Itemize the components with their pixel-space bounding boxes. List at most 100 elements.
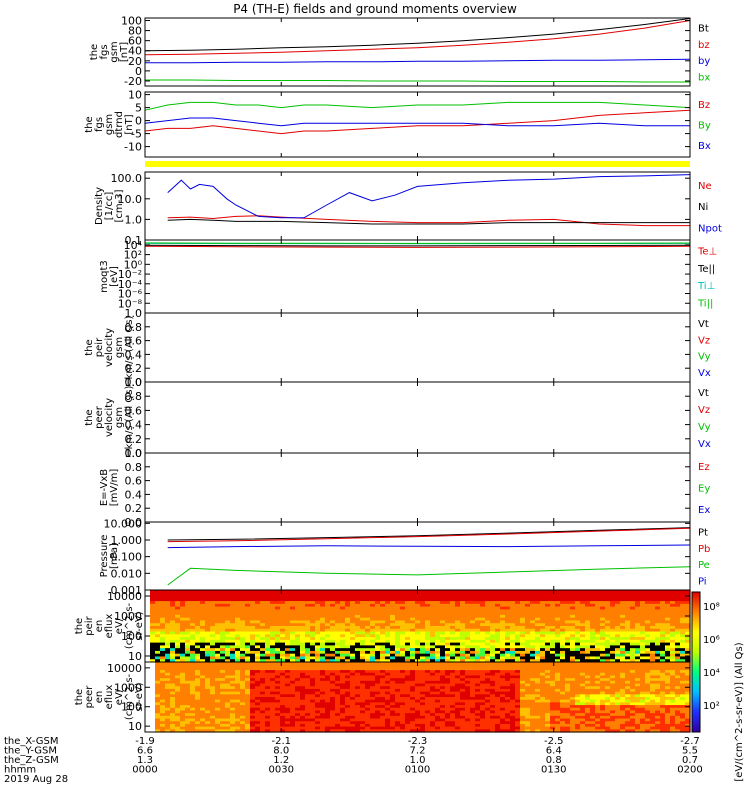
heatmap-cell — [585, 653, 591, 658]
heatmap-cell — [535, 590, 541, 594]
heatmap-cell — [320, 710, 326, 714]
heatmap-cell — [555, 639, 561, 644]
heatmap-cell — [250, 650, 256, 655]
heatmap-cell — [405, 667, 411, 671]
heatmap-cell — [400, 715, 406, 720]
heatmap-cell — [370, 620, 376, 624]
heatmap-cell — [225, 702, 231, 706]
heatmap-cell — [660, 612, 666, 616]
heatmap-cell — [300, 688, 306, 693]
heatmap-cell — [210, 670, 216, 674]
heatmap-cell — [480, 612, 486, 616]
heatmap-cell — [395, 598, 401, 602]
heatmap-cell — [210, 659, 216, 663]
heatmap-cell — [600, 650, 606, 655]
heatmap-cell — [205, 680, 211, 685]
heatmap-cell — [545, 623, 551, 627]
heatmap-cell — [450, 628, 456, 633]
heatmap-cell — [290, 688, 296, 693]
heatmap-cell — [475, 710, 481, 714]
heatmap-cell — [270, 664, 276, 668]
heatmap-cell — [335, 601, 341, 605]
heatmap-cell — [485, 606, 491, 610]
heatmap-cell — [175, 659, 181, 663]
heatmap-cell — [655, 620, 661, 624]
heatmap-cell — [490, 662, 496, 666]
heatmap-cell — [680, 645, 686, 649]
heatmap-cell — [655, 612, 661, 616]
heatmap-cell — [500, 713, 506, 717]
heatmap-cell — [560, 617, 566, 622]
heatmap-cell — [560, 609, 566, 613]
heatmap-cell — [370, 614, 376, 619]
heatmap-cell — [495, 683, 501, 687]
heatmap-cell — [315, 603, 321, 608]
heatmap-cell — [245, 609, 251, 613]
heatmap-cell — [560, 642, 566, 646]
heatmap-cell — [640, 603, 646, 608]
heatmap-cell — [660, 648, 666, 652]
heatmap-cell — [310, 645, 316, 649]
heatmap-cell — [250, 694, 256, 698]
heatmap-cell — [415, 598, 421, 602]
heatmap-cell — [250, 691, 256, 695]
heatmap-cell — [675, 628, 681, 633]
heatmap-cell — [190, 637, 196, 641]
heatmap-cell — [615, 650, 621, 655]
heatmap-cell — [430, 662, 436, 666]
heatmap-cell — [390, 656, 396, 660]
heatmap-cell — [420, 642, 426, 646]
heatmap-cell — [465, 639, 471, 644]
heatmap-cell — [580, 601, 586, 605]
heatmap-cell — [185, 723, 191, 728]
heatmap-cell — [285, 650, 291, 655]
heatmap-cell — [670, 631, 676, 635]
heatmap-cell — [360, 672, 366, 677]
heatmap-cell — [615, 606, 621, 610]
heatmap-cell — [310, 623, 316, 627]
heatmap-cell — [465, 623, 471, 627]
heatmap-cell — [430, 609, 436, 613]
heatmap-cell — [220, 590, 226, 594]
heatmap-cell — [385, 723, 391, 728]
heatmap-cell — [625, 614, 631, 619]
heatmap-cell — [160, 678, 166, 682]
heatmap-cell — [475, 683, 481, 687]
heatmap-cell — [375, 590, 381, 594]
heatmap-cell — [280, 688, 286, 693]
heatmap-cell — [330, 595, 336, 599]
heatmap-cell — [620, 634, 626, 638]
heatmap-cell — [435, 726, 441, 730]
heatmap-cell — [245, 648, 251, 652]
heatmap-cell — [500, 592, 506, 597]
heatmap-cell — [150, 609, 156, 613]
heatmap-cell — [435, 688, 441, 693]
heatmap-cell — [475, 609, 481, 613]
heatmap-cell — [640, 631, 646, 635]
heatmap-cell — [485, 718, 491, 722]
heatmap-cell — [515, 637, 521, 641]
heatmap-cell — [390, 664, 396, 668]
heatmap-cell — [675, 642, 681, 646]
heatmap-cell — [585, 642, 591, 646]
heatmap-cell — [520, 606, 526, 610]
heatmap-cell — [255, 592, 261, 597]
heatmap-cell — [660, 631, 666, 635]
heatmap-cell — [380, 614, 386, 619]
heatmap-cell — [345, 642, 351, 646]
heatmap-cell — [465, 686, 471, 690]
heatmap-cell — [180, 637, 186, 641]
heatmap-cell — [440, 680, 446, 685]
ytick-label: 10 — [128, 650, 142, 663]
heatmap-cell — [255, 653, 261, 658]
heatmap-cell — [680, 628, 686, 633]
heatmap-cell — [395, 686, 401, 690]
heatmap-cell — [255, 713, 261, 717]
heatmap-cell — [685, 659, 691, 663]
heatmap-cell — [640, 609, 646, 613]
heatmap-cell — [360, 697, 366, 701]
heatmap-cell — [570, 645, 576, 649]
heatmap-cell — [455, 609, 461, 613]
heatmap-cell — [200, 639, 206, 644]
heatmap-cell — [510, 623, 516, 627]
